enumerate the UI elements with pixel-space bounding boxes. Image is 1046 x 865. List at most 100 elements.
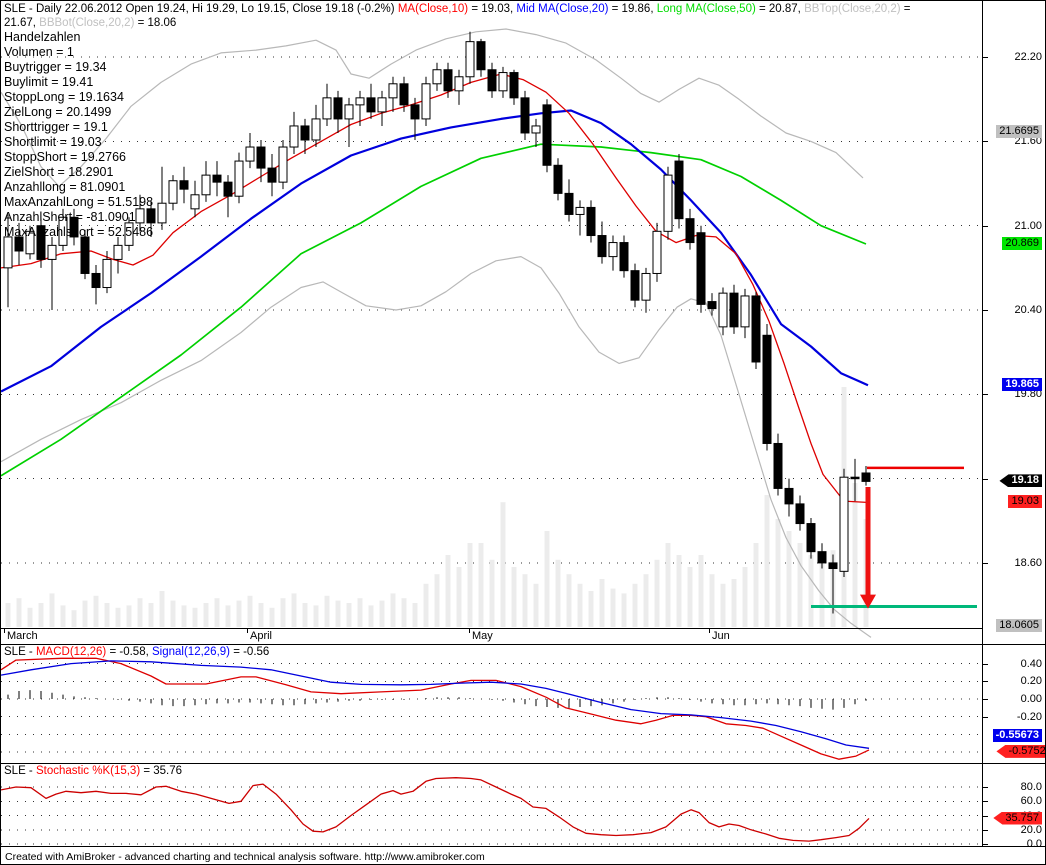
volume-bar (610, 588, 616, 627)
month-label: May (472, 630, 493, 642)
candle-bearish (14, 236, 24, 252)
volume-bar (511, 567, 517, 627)
candle-bearish (69, 216, 79, 238)
candle-bullish (234, 160, 244, 197)
candle-bullish (498, 72, 508, 92)
volume-bar (500, 502, 506, 627)
stochastic-panel-title: SLE - Stochastic %K(15,3) = 35.76 (4, 765, 182, 777)
title-segment: 21.67, (4, 17, 40, 29)
volume-bar (687, 567, 693, 627)
volume-bar (599, 579, 605, 627)
price-macd-stochastic-plot[interactable] (1, 1, 982, 847)
candle-bullish (388, 83, 398, 99)
title-segment: Long MA(Close,50) (656, 3, 756, 15)
macd-panel-title: SLE - MACD(12,26) = -0.58, Signal(12,26,… (4, 646, 269, 658)
candle-bullish (465, 41, 475, 78)
candle-bearish (410, 104, 420, 120)
axis-tick-label: 0.00 (1020, 693, 1042, 705)
candle-bullish (113, 244, 123, 260)
price-flag-badge: 19.18 (999, 474, 1042, 488)
volume-bar (764, 495, 770, 627)
price-flag-badge: 18.0605 (996, 619, 1042, 632)
axis-tick (983, 801, 988, 803)
ma10-line (1, 73, 870, 504)
macd-line (1, 657, 870, 760)
title-segment: = 19.86, (608, 3, 657, 15)
title-segment: = 20.87, (755, 3, 805, 15)
axis-tick-label: 21.00 (1014, 219, 1042, 232)
candle-bearish (443, 69, 453, 92)
candle-bearish (586, 206, 596, 237)
candle-bearish (333, 97, 343, 120)
axis-tick (983, 394, 988, 396)
candle-bearish (685, 218, 695, 244)
chart-title-bar: SLE - Daily 22.06.2012 Open 19.24, Hi 19… (4, 2, 979, 30)
volume-bar (313, 605, 319, 627)
candle-bearish (476, 41, 486, 71)
volume-bar (159, 591, 165, 627)
stochastic-k-line (1, 777, 870, 842)
month-label: April (250, 630, 273, 642)
axis-tick (983, 716, 988, 718)
candle-bearish (366, 97, 376, 113)
candle-bullish (311, 118, 321, 141)
volume-bar (753, 543, 759, 627)
candle-bearish (795, 503, 805, 525)
volume-bar (467, 543, 473, 627)
title-segment: = 35.76 (140, 765, 183, 777)
candle-bullish (575, 206, 585, 215)
candle-bullish (454, 76, 464, 92)
volume-bar (93, 595, 99, 627)
volume-bar (632, 583, 638, 627)
candle-bullish (135, 208, 145, 224)
volume-bar (852, 483, 858, 627)
title-segment: MACD(12,26) (35, 646, 107, 658)
title-segment: SLE - (4, 646, 36, 658)
volume-bar (786, 531, 792, 627)
axis-tick (983, 225, 988, 227)
volume-bar (478, 543, 484, 627)
volume-bar (291, 593, 297, 627)
candle-bearish (212, 174, 222, 183)
candle-bearish (850, 476, 860, 480)
volume-bar (335, 600, 341, 627)
axis-tick-label: 0.40 (1020, 657, 1042, 670)
title-segment: = 19.03, (468, 3, 517, 15)
volume-bar (115, 607, 121, 627)
axis-tick (983, 478, 988, 480)
candle-bearish (674, 160, 684, 220)
bollinger-bottom-line (1, 256, 872, 638)
axis-tick (983, 699, 988, 700)
candle-bearish (861, 472, 871, 482)
candle-bullish (124, 222, 134, 246)
volume-bar (808, 555, 814, 627)
candle-bearish (179, 180, 189, 190)
title-segment: SLE - Daily 22.06.2012 Open 19.24, Hi 19… (4, 3, 398, 15)
candle-bullish (377, 97, 387, 113)
volume-bar (214, 598, 220, 627)
volume-bar (797, 543, 803, 627)
candle-bullish (289, 125, 299, 148)
axis-tick (983, 829, 988, 831)
candle-bearish (256, 146, 266, 169)
title-segment: Signal(12,26,9) (152, 646, 230, 658)
title-segment: Stochastic %K(15,3) (35, 765, 141, 777)
axis-tick-label: 19.80 (1014, 388, 1042, 401)
price-axis: 22.2021.6021.0020.4019.8019.2018.600.400… (982, 1, 1045, 850)
title-segment: = -0.58, (106, 646, 152, 658)
candle-bullish (322, 97, 332, 120)
volume-bar (280, 598, 286, 627)
price-flag-badge: 19.865 (1002, 378, 1042, 392)
candle-bullish (168, 180, 178, 204)
volume-bar (555, 559, 561, 627)
panel-separator (1, 846, 1045, 847)
volume-bar (148, 603, 154, 627)
candle-bearish (267, 167, 277, 183)
macd-signal-line (1, 660, 870, 749)
candle-bullish (25, 230, 35, 255)
volume-bar (346, 603, 352, 627)
volume-bar (544, 531, 550, 627)
axis-tick (983, 310, 988, 311)
candle-bearish (146, 208, 156, 224)
